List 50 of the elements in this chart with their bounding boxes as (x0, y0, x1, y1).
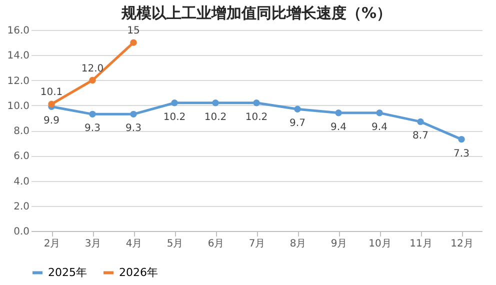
data-label: 9.4 (330, 122, 346, 133)
point (171, 100, 178, 106)
data-label: 9.3 (126, 123, 142, 134)
y-tick-label: 0.0 (14, 226, 30, 238)
data-label: 9.4 (372, 122, 388, 133)
x-tick-label: 12月 (450, 238, 474, 250)
x-tick-label: 5月 (166, 238, 184, 250)
point (212, 100, 219, 106)
point (417, 118, 424, 126)
point (294, 106, 301, 112)
data-label: 15 (127, 26, 140, 37)
x-tick-label: 2月 (44, 238, 60, 250)
data-label: 10.2 (245, 112, 268, 123)
legend-label: 2026年 (119, 266, 158, 279)
point (89, 76, 96, 84)
point (458, 136, 465, 143)
data-label: 7.3 (454, 148, 470, 160)
chart-title: 规模以上工业增加值同比增长速度（%） (120, 4, 392, 22)
point (89, 110, 96, 118)
y-tick-label: 8.0 (14, 126, 30, 137)
y-tick-label: 12.0 (7, 76, 30, 87)
data-label: 9.9 (44, 116, 60, 127)
x-tick-label: 10月 (368, 238, 392, 250)
y-tick-label: 4.0 (14, 176, 30, 188)
data-label: 8.7 (412, 130, 428, 142)
y-tick-label: 14.0 (7, 50, 30, 62)
point (130, 110, 137, 118)
data-label: 10.1 (40, 87, 63, 98)
x-tick-label: 6月 (208, 238, 224, 250)
y-tick-label: 2.0 (14, 201, 30, 212)
point (253, 100, 260, 106)
y-tick-label: 16.0 (7, 26, 30, 36)
legend-label: 2025年 (48, 266, 87, 279)
data-label: 9.3 (84, 123, 100, 134)
point (335, 110, 342, 116)
x-tick-label: 11月 (410, 238, 432, 250)
data-label: 10.2 (204, 112, 227, 123)
point (376, 110, 383, 116)
y-tick-label: 10.0 (7, 100, 30, 112)
data-label: 12.0 (81, 63, 104, 74)
x-tick-label: 8月 (290, 238, 306, 250)
x-tick-label: 3月 (84, 238, 102, 250)
x-tick-label: 9月 (330, 238, 348, 250)
point (130, 39, 137, 46)
data-label: 9.7 (290, 118, 306, 130)
y-tick-label: 6.0 (14, 151, 30, 162)
point (48, 100, 55, 108)
x-tick-label: 4月 (126, 238, 142, 250)
x-tick-label: 7月 (248, 238, 266, 250)
data-label: 10.2 (163, 112, 186, 123)
